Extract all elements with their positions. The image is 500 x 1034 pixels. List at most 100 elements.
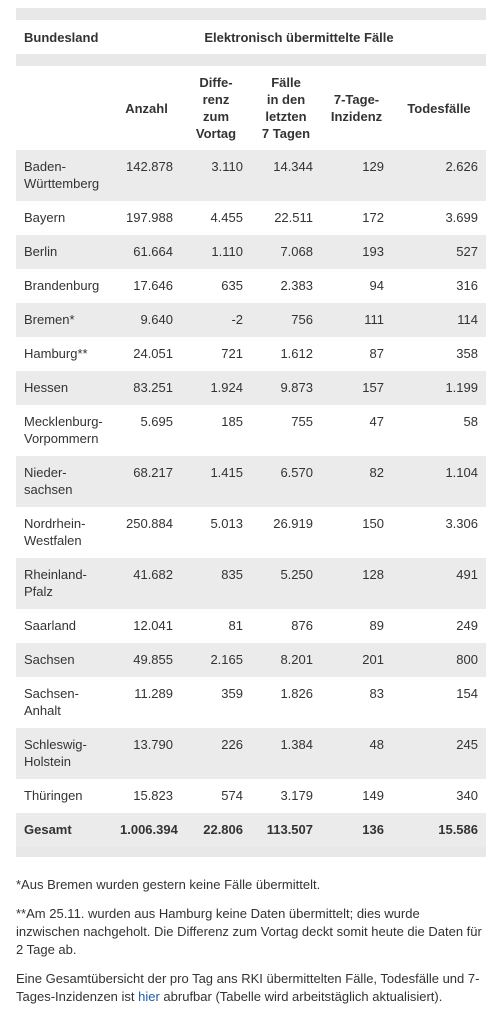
column-header: Todesfälle: [407, 100, 471, 116]
footnotes: *Aus Bremen wurden gestern keine Fälle ü…: [16, 876, 486, 1017]
cell: 835: [181, 558, 251, 609]
cell: 14.344: [251, 150, 321, 201]
table-row: Bayern 197.988 4.455 22.511 172 3.699: [16, 201, 486, 235]
row-label: Nordrhein- Westfalen: [24, 516, 86, 548]
table-body: Baden- Württemberg 142.878 3.110 14.344 129 2…: [16, 150, 486, 847]
cell: 94: [369, 278, 384, 293]
cell: 136: [321, 813, 392, 847]
cell: 61.664: [112, 235, 181, 269]
column-header: [16, 66, 112, 150]
table-row: Berlin 61.664 1.110 7.068 193 527: [16, 235, 486, 269]
cell: 876: [291, 618, 313, 633]
cell: 197.988: [126, 210, 173, 225]
cell: 13.790: [112, 728, 181, 779]
header-cell: Bundesland: [24, 29, 99, 45]
cell: 3.306: [445, 516, 478, 531]
header-cell: Elektronisch übermittelte Fälle: [204, 29, 394, 45]
link[interactable]: hier: [138, 989, 160, 1004]
cell: 358: [456, 346, 478, 361]
table-row: Nordrhein- Westfalen 250.884 5.013 26.919 15…: [16, 507, 486, 558]
cell: 5.695: [140, 414, 173, 429]
cell: 83.251: [112, 371, 181, 405]
table-row: Mecklenburg- Vorpommern 5.695 185 755 47 58: [16, 405, 486, 456]
cell: 142.878: [112, 150, 181, 201]
table-row: Baden- Württemberg 142.878 3.110 14.344 129 2…: [16, 150, 486, 201]
footnote: *Aus Bremen wurden gestern keine Fälle ü…: [16, 877, 321, 892]
footnote: Eine Gesamtübersicht der pro Tag ans RKI…: [16, 970, 486, 1006]
cell: 3.179: [280, 788, 313, 803]
column-header-row: Anzahl Diffe- renz zum Vortag Fälle in den…: [16, 66, 486, 150]
cell: 17.646: [133, 278, 173, 293]
row-label: Baden- Württemberg: [16, 150, 112, 201]
cell: 185: [221, 414, 243, 429]
row-label: Hessen: [16, 371, 112, 405]
cell: 154: [456, 686, 478, 701]
total-row: Gesamt 1.006.394 22.806 113.507 136 15.586: [16, 813, 486, 847]
table-row: Saarland 12.041 81 876 89 249: [16, 609, 486, 643]
cell: 359: [221, 686, 243, 701]
cell: 83: [369, 686, 384, 701]
header-row: Bundesland Elektronisch übermittelte Fäl…: [16, 20, 486, 54]
cell: 1.384: [251, 728, 321, 779]
cell: 250.884: [126, 516, 173, 531]
cell: 3.110: [181, 150, 251, 201]
cell: 11.289: [134, 686, 173, 701]
cell: 9.873: [251, 371, 321, 405]
cell: 3.699: [445, 210, 478, 225]
cell: 113.507: [251, 813, 321, 847]
row-label: Hamburg**: [24, 346, 88, 361]
cell: 6.570: [251, 456, 321, 507]
table-row: Sachsen- Anhalt 11.289 359 1.826 83 154: [16, 677, 486, 728]
cell: 1.415: [181, 456, 251, 507]
cell: 58: [463, 414, 478, 429]
cell: 245: [392, 728, 486, 779]
cell: 111: [321, 303, 392, 337]
row-label: Saarland: [24, 618, 77, 633]
cell: 800: [392, 643, 486, 677]
table-row: Sachsen 49.855 2.165 8.201 201 800: [16, 643, 486, 677]
table-row: Rheinland- Pfalz 41.682 835 5.250 128 491: [16, 558, 486, 609]
cell: 22.806: [181, 813, 251, 847]
cell: 193: [321, 235, 392, 269]
table-row: Nieder- sachsen 68.217 1.415 6.570 82 1.104: [16, 456, 486, 507]
text: Eine Gesamtübersicht der pro Tag ans RKI…: [16, 971, 480, 1004]
table-row: Schleswig- Holstein 13.790 226 1.384 48 245: [16, 728, 486, 779]
cell: 149: [362, 788, 384, 803]
band: [16, 847, 486, 857]
column-header: Fälle in den letzten 7 Tagen: [261, 75, 311, 141]
cases-table: Bundesland Elektronisch übermittelte Fäl…: [16, 8, 486, 857]
cell: 2.165: [181, 643, 251, 677]
row-label: Bremen*: [16, 303, 112, 337]
cell: 574: [221, 788, 243, 803]
cell: -2: [181, 303, 251, 337]
column-header: Diffe- renz zum Vortag: [195, 75, 237, 141]
column-header: Anzahl: [125, 100, 168, 116]
table-row: Brandenburg 17.646 635 2.383 94 316: [16, 269, 486, 303]
cell: 527: [392, 235, 486, 269]
row-label: Bayern: [24, 210, 66, 225]
row-label: Rheinland- Pfalz: [16, 558, 112, 609]
cell: 721: [221, 346, 243, 361]
table-wrap: Bundesland Elektronisch übermittelte Fäl…: [16, 8, 486, 857]
cell: 2.383: [280, 278, 313, 293]
cell: 5.250: [251, 558, 321, 609]
cell: 12.041: [133, 618, 173, 633]
cell: 41.682: [112, 558, 181, 609]
row-label: Nieder- sachsen: [16, 456, 112, 507]
row-label: Sachsen: [16, 643, 112, 677]
cell: 26.919: [273, 516, 313, 531]
cell: 316: [456, 278, 478, 293]
row-label: Brandenburg: [24, 278, 100, 293]
cell: 1.006.394: [112, 813, 181, 847]
cell: 4.455: [210, 210, 243, 225]
cell: 22.511: [274, 210, 313, 225]
cell: 226: [181, 728, 251, 779]
band: [16, 8, 486, 20]
cell: 150: [362, 516, 384, 531]
cell: 491: [392, 558, 486, 609]
cell: 128: [321, 558, 392, 609]
cell: 5.013: [210, 516, 243, 531]
cell: 114: [392, 303, 486, 337]
table-row: Hamburg** 24.051 721 1.612 87 358: [16, 337, 486, 371]
cell: 15.823: [133, 788, 173, 803]
